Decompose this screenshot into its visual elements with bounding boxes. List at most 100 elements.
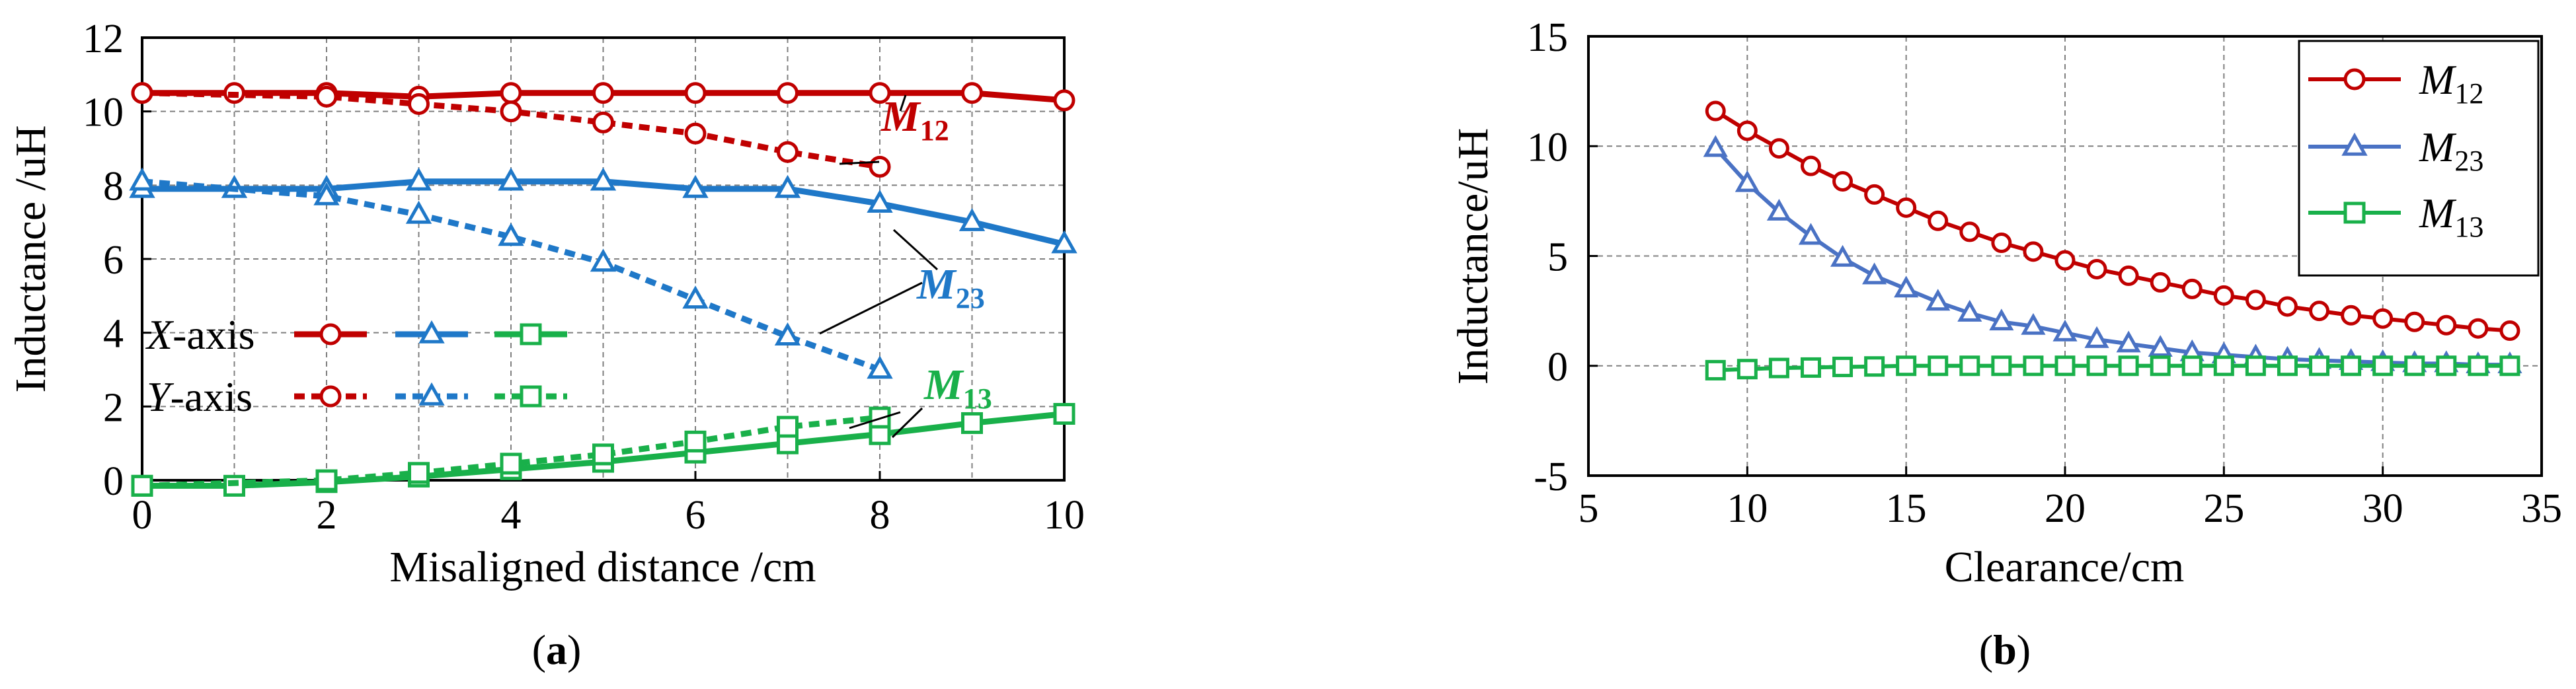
caption-paren: ( [1979, 626, 1993, 673]
y-tick-label: 8 [103, 164, 124, 209]
annotation-leader-line [839, 161, 880, 165]
legend-label-sub: 23 [2454, 145, 2483, 177]
data-point-M23 [590, 248, 617, 272]
data-point-M23 [498, 167, 524, 191]
legend-label-main: M [2419, 190, 2457, 236]
legend-label-sub: 13 [2454, 211, 2483, 243]
data-point-M23 [1798, 223, 1824, 245]
data-point-M12 [777, 82, 799, 104]
data-point-M23 [1830, 244, 1855, 267]
data-point-M12 [408, 93, 430, 115]
annotation-sub: 12 [920, 114, 949, 147]
legend-swatch-marker [2343, 201, 2366, 224]
x-tick-label: 30 [2362, 486, 2403, 531]
legend-row-label: Y-axis [147, 373, 253, 420]
annotation-main: M [880, 92, 921, 141]
data-point-M23 [1862, 262, 1887, 285]
y-tick-label: 2 [103, 385, 124, 430]
x-tick-label: 2 [317, 493, 337, 538]
data-point-M12 [2341, 305, 2362, 326]
legend-label: M13 [2419, 190, 2483, 243]
data-point-M13 [592, 443, 614, 466]
data-point-M12 [2277, 296, 2298, 317]
data-point-M12 [684, 122, 707, 145]
legend-swatch-marker [520, 385, 542, 408]
data-point-M23 [1051, 230, 1077, 254]
data-point-M23 [1735, 170, 1760, 192]
annotation-main: M [916, 260, 957, 308]
data-point-M23 [2021, 312, 2046, 335]
data-point-M23 [2084, 326, 2109, 348]
data-point-M12 [2372, 308, 2394, 329]
x-tick-label: 10 [1044, 493, 1085, 538]
data-point-M13 [777, 416, 799, 438]
data-point-M13 [1928, 355, 1949, 377]
data-point-M13 [2086, 355, 2107, 377]
legend-swatch-marker [418, 320, 445, 344]
data-point-M12 [1053, 89, 1075, 112]
data-point-M12 [2436, 314, 2457, 336]
y-tick-label: 15 [1527, 15, 1568, 60]
x-tick-label: 4 [501, 493, 522, 538]
legend-label-main: M [2419, 124, 2457, 170]
x-axis-label: Misaligned distance /cm [389, 543, 816, 591]
y-axis-label: Inductance/uH [1449, 128, 1497, 385]
annotation-leader-line [899, 94, 907, 112]
legend-swatch-marker [319, 323, 342, 345]
y-tick-label: 0 [103, 459, 124, 504]
data-point-M12 [315, 85, 338, 108]
data-point-M23 [774, 322, 801, 345]
x-tick-label: 20 [2045, 486, 2086, 531]
caption-b: (b) [1979, 626, 2031, 673]
data-point-M12 [2499, 320, 2520, 342]
data-point-M12 [2054, 250, 2076, 271]
data-point-M13 [2309, 355, 2330, 377]
data-point-M13 [1737, 359, 1758, 380]
legend-axis-letter: Y [147, 373, 175, 420]
caption-paren: ( [532, 626, 546, 673]
caption-a: (a) [532, 626, 582, 673]
data-point-M13 [2181, 355, 2203, 377]
series-line-M13-Y-axis [141, 414, 880, 489]
data-point-M12 [1832, 170, 1854, 192]
series-line-M12-Y-axis [141, 90, 880, 170]
series-line-M23-Y-axis [141, 178, 881, 373]
x-tick-label: 8 [870, 493, 890, 538]
data-point-M12 [2245, 289, 2266, 310]
chart-a: 0 2 4 6 8 10 0 2 4 6 8 10 12 Misaligned distance /cm I… [7, 17, 1085, 673]
legend-swatch-marker [520, 323, 542, 345]
data-point-M12 [1991, 233, 2012, 254]
data-point-M23 [867, 355, 893, 379]
y-tick-label: 10 [1527, 125, 1568, 170]
data-point-M13 [1959, 355, 1980, 377]
data-point-M23 [958, 207, 986, 231]
y-axis-label: Inductance /uH [7, 126, 55, 393]
annotation-leader-line [891, 407, 923, 439]
data-point-M13 [2054, 355, 2076, 377]
y-tick-label: 5 [1547, 235, 1568, 280]
y-tick-label: 6 [103, 238, 124, 283]
data-point-M13 [684, 430, 707, 453]
data-point-M12 [2404, 311, 2425, 332]
y-tick-label: 0 [1547, 345, 1568, 390]
data-point-M13 [1053, 403, 1075, 425]
data-point-M13 [315, 469, 338, 491]
annotation-leader-line [849, 411, 901, 429]
data-point-M13 [408, 462, 430, 484]
legend-label: M23 [2419, 124, 2483, 177]
legend-axis-suffix: -axis [171, 373, 253, 420]
legend-axis-letter: X [145, 311, 175, 358]
data-point-M12 [2118, 265, 2139, 286]
data-point-M23 [682, 285, 709, 309]
data-point-M13 [1864, 356, 1885, 377]
annotation-label: M12 [880, 92, 949, 147]
data-point-M12 [1705, 100, 1726, 122]
data-point-M13 [2213, 355, 2234, 377]
data-point-M12 [2086, 258, 2107, 279]
data-point-M13 [2404, 355, 2425, 377]
data-point-M23 [2052, 319, 2078, 342]
data-point-M12 [2468, 318, 2489, 339]
legend-swatch-marker [2341, 132, 2368, 156]
x-tick-label: 10 [1727, 486, 1768, 531]
